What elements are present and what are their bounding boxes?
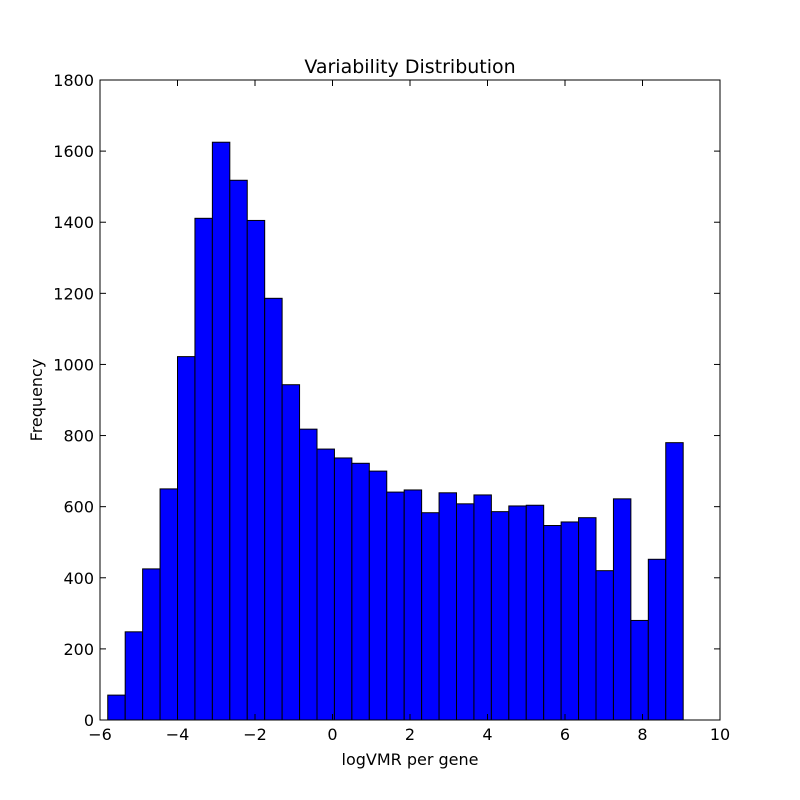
- histogram-bar: [560, 521, 580, 721]
- histogram-bar: [368, 470, 388, 721]
- histogram-bar: [490, 511, 510, 721]
- histogram-bar: [246, 219, 266, 721]
- histogram-bar: [630, 619, 649, 721]
- histogram-bar: [403, 489, 423, 721]
- histogram-bar: [543, 525, 562, 721]
- histogram-bar: [107, 694, 126, 721]
- histogram-bar: [159, 488, 178, 721]
- histogram-bar: [438, 492, 457, 721]
- histogram-bar: [508, 505, 527, 721]
- chart-title: Variability Distribution: [304, 56, 515, 78]
- histogram-bar: [665, 442, 684, 721]
- y-tick-label: 200: [63, 640, 94, 659]
- histogram-bar: [211, 141, 231, 721]
- x-tick-label: 10: [710, 725, 730, 744]
- histogram-bar: [299, 428, 318, 721]
- histogram-bar: [595, 570, 614, 721]
- histogram-bar: [124, 631, 144, 721]
- y-axis-label: Frequency: [27, 359, 46, 442]
- x-tick-label: −6: [88, 725, 112, 744]
- y-tick-label: 0: [84, 711, 94, 730]
- y-tick-label: 1200: [53, 284, 94, 303]
- histogram-bar: [351, 462, 370, 721]
- histogram-bar: [647, 558, 667, 721]
- x-axis-label: logVMR per gene: [342, 750, 479, 769]
- histogram-bar: [281, 384, 301, 721]
- histogram-bar: [229, 179, 248, 721]
- y-tick-label: 1000: [53, 355, 94, 374]
- histogram-bar: [578, 517, 597, 721]
- histogram-bar: [386, 491, 405, 721]
- y-tick-label: 800: [63, 427, 94, 446]
- histogram-bar: [612, 498, 632, 721]
- histogram-bar: [456, 503, 475, 721]
- x-tick-label: 2: [405, 725, 415, 744]
- histogram-bar: [316, 448, 335, 721]
- histogram-bar: [264, 297, 283, 721]
- y-tick-label: 600: [63, 498, 94, 517]
- histogram-bar: [525, 504, 545, 721]
- histogram-bar: [473, 494, 492, 721]
- y-tick-label: 1800: [53, 71, 94, 90]
- histogram-bar: [333, 457, 353, 721]
- x-tick-label: −4: [166, 725, 190, 744]
- y-tick-label: 400: [63, 569, 94, 588]
- histogram-bar: [177, 356, 196, 721]
- y-tick-label: 1600: [53, 142, 94, 161]
- ticks-layer: −6 −4 −2 0 2 4 6 8 10 0 200 400 600 800 1000 1200 1400 16…: [53, 71, 730, 744]
- histogram-bar: [194, 217, 213, 721]
- histogram-bar: [421, 512, 440, 721]
- x-tick-label: −2: [243, 725, 267, 744]
- bars-layer: [107, 141, 684, 721]
- x-tick-label: 0: [327, 725, 337, 744]
- y-tick-label: 1400: [53, 213, 94, 232]
- x-tick-label: 8: [637, 725, 647, 744]
- histogram-bar: [142, 568, 161, 721]
- x-tick-label: 4: [482, 725, 492, 744]
- x-tick-label: 6: [560, 725, 570, 744]
